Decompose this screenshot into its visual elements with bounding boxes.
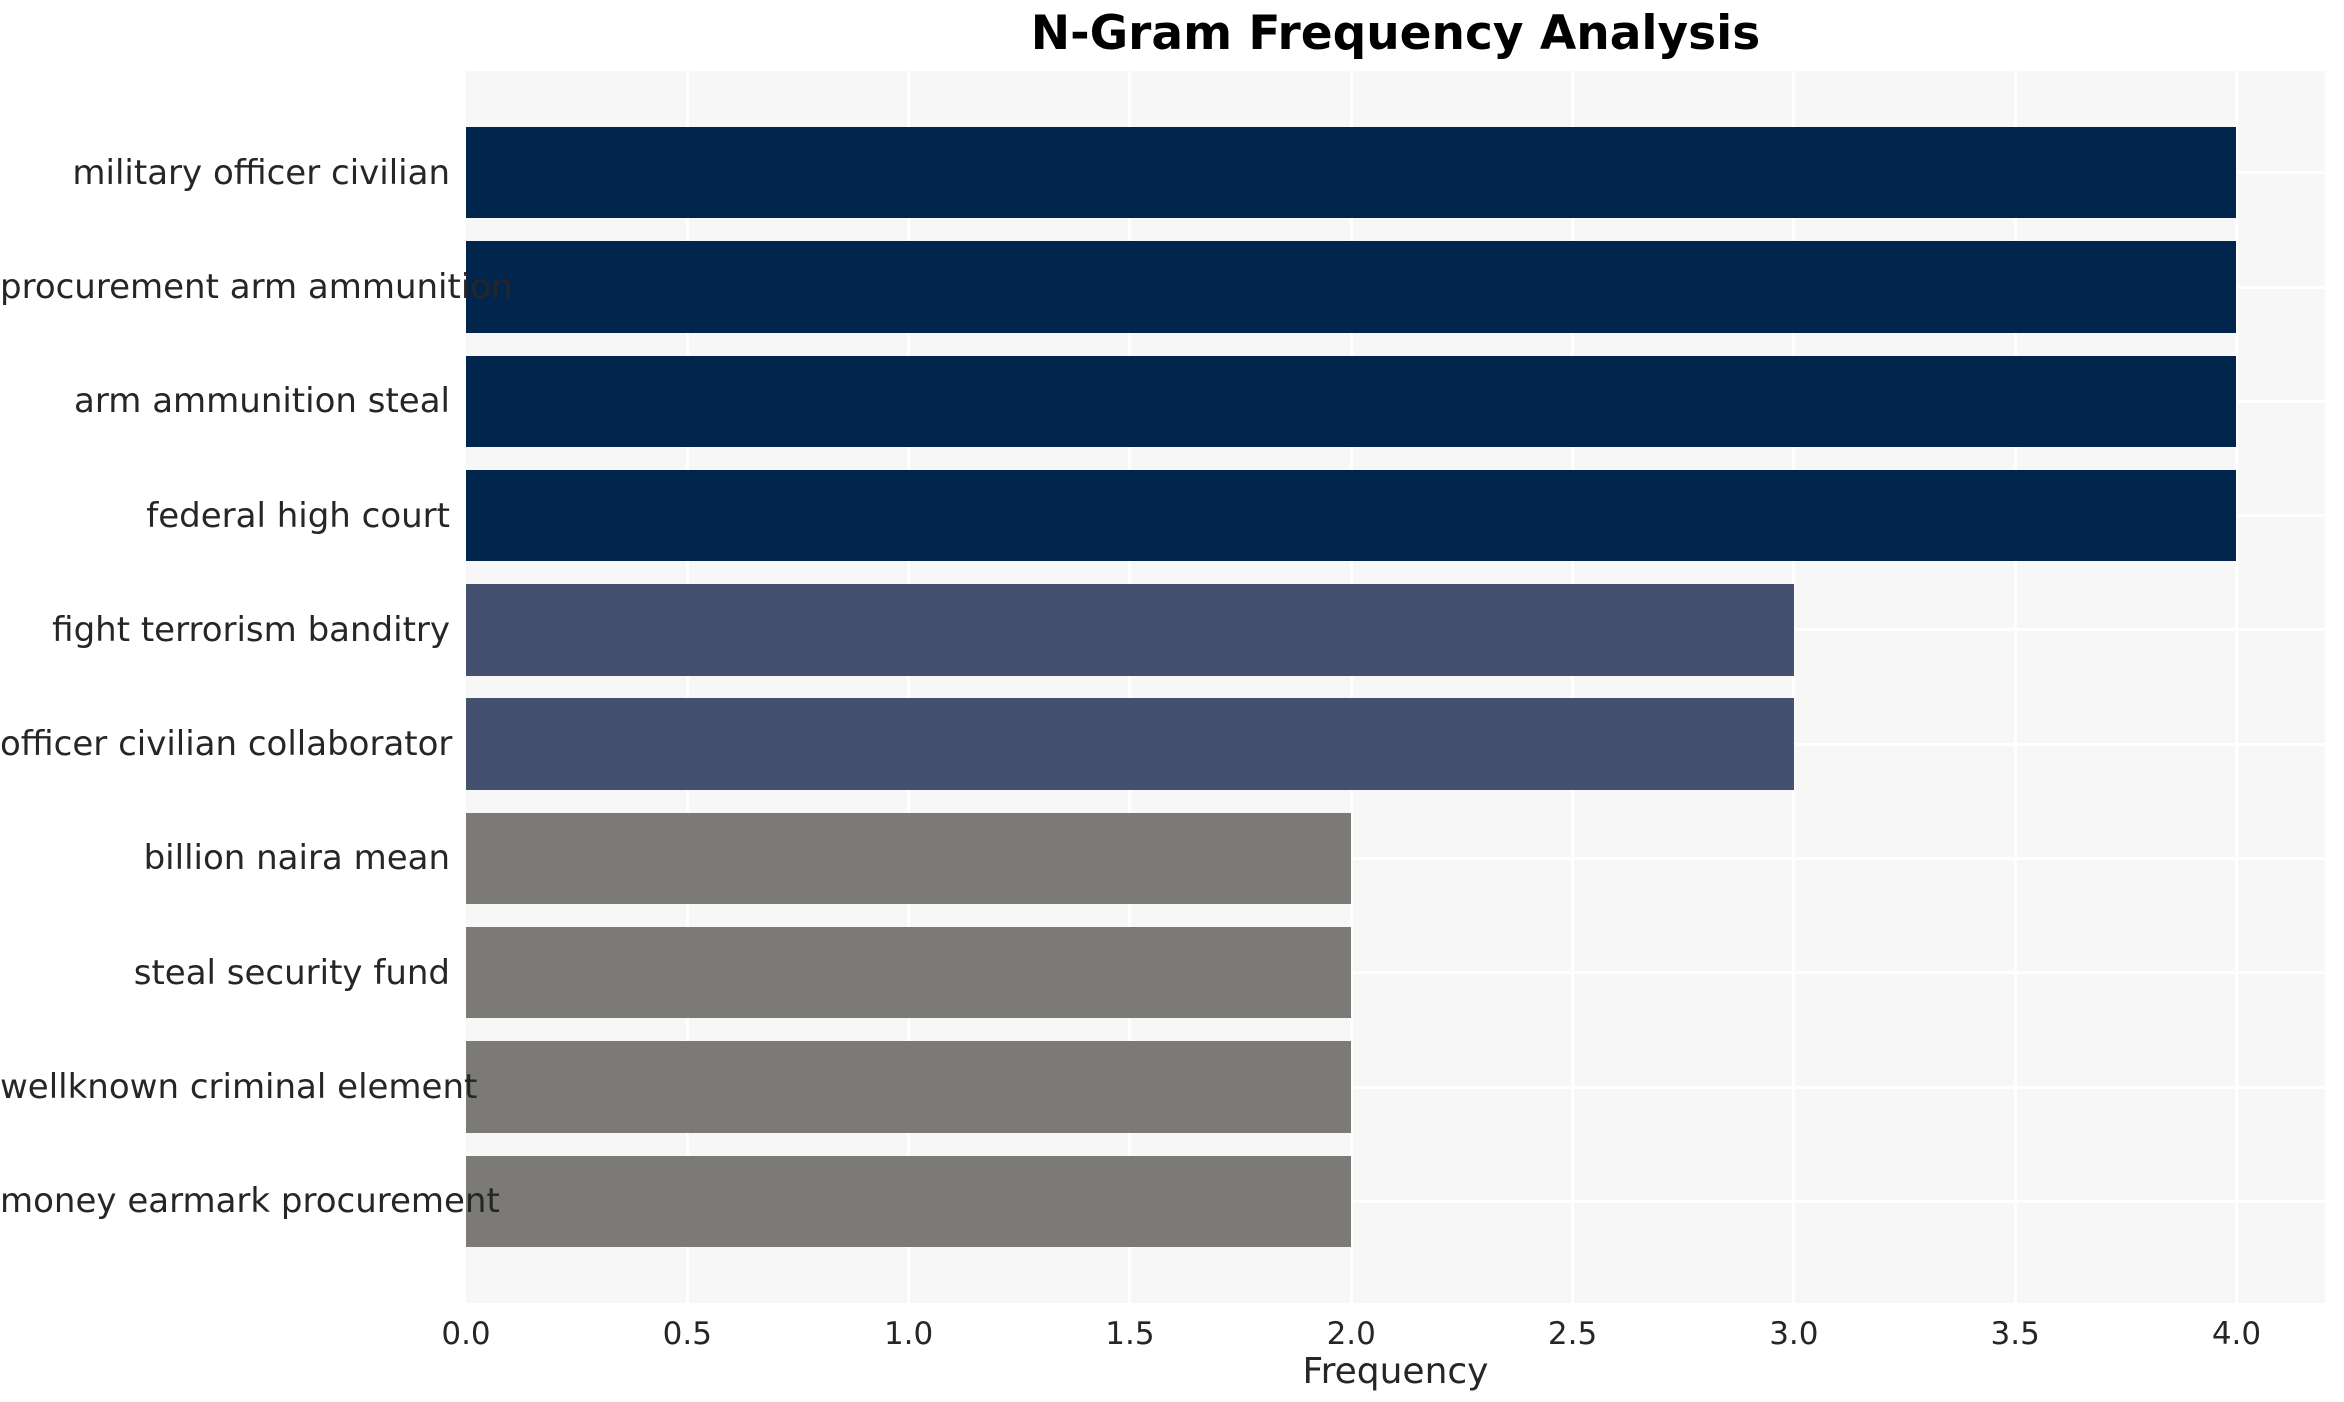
y-tick-label: arm ammunition steal bbox=[74, 381, 450, 422]
x-tick-label: 3.0 bbox=[1769, 1316, 1819, 1352]
bar-billion-naira-mean bbox=[466, 812, 1352, 905]
gridline-horizontal bbox=[466, 1199, 2325, 1203]
x-tick-label: 0.5 bbox=[662, 1316, 712, 1352]
bar-steal-security-fund bbox=[466, 927, 1352, 1019]
y-tick-label: fight terrorism banditry bbox=[52, 609, 450, 650]
x-tick-label: 2.0 bbox=[1326, 1316, 1376, 1352]
bar-military-officer-civilian bbox=[466, 127, 2237, 219]
x-tick-label: 1.0 bbox=[883, 1316, 934, 1352]
y-tick-label: money earmark procurement bbox=[0, 1181, 500, 1222]
gridline-vertical bbox=[1128, 71, 1132, 1303]
x-tick-label: 4.0 bbox=[2211, 1316, 2262, 1352]
y-tick-label: wellknown criminal element bbox=[0, 1067, 478, 1107]
bar-wellknown-criminal-element bbox=[466, 1041, 1352, 1133]
y-tick-label: billion naira mean bbox=[143, 838, 450, 879]
gridline-vertical bbox=[907, 71, 911, 1303]
gridline-vertical bbox=[1792, 71, 1796, 1303]
gridline-horizontal bbox=[466, 1085, 2325, 1089]
gridline-vertical bbox=[1571, 71, 1575, 1303]
x-tick-label: 2.5 bbox=[1547, 1316, 1598, 1352]
bar-officer-civilian-collaborator bbox=[466, 698, 1794, 790]
y-tick-label: federal high court bbox=[146, 495, 450, 536]
gridline-vertical bbox=[2013, 71, 2017, 1303]
x-tick-label: 0.0 bbox=[441, 1316, 491, 1352]
bar-money-earmark-procurement bbox=[466, 1155, 1352, 1247]
bar-fight-terrorism-banditry bbox=[466, 584, 1794, 676]
y-tick-label: military officer civilian bbox=[72, 152, 450, 193]
gridline-horizontal bbox=[466, 856, 2325, 860]
gridline-vertical bbox=[2234, 71, 2238, 1303]
gridline-vertical bbox=[685, 71, 689, 1303]
bar-arm-ammunition-steal bbox=[466, 355, 2237, 447]
y-tick-label: steal security fund bbox=[133, 952, 450, 993]
x-axis-label: Frequency bbox=[1302, 1351, 1489, 1392]
x-tick-label: 3.5 bbox=[1990, 1316, 2040, 1352]
y-tick-label: officer civilian collaborator bbox=[0, 724, 453, 765]
gridline-vertical bbox=[1349, 71, 1353, 1303]
y-tick-label: procurement arm ammunition bbox=[0, 267, 513, 307]
gridline-horizontal bbox=[466, 971, 2325, 975]
x-tick-label: 1.5 bbox=[1105, 1316, 1155, 1352]
plot-area bbox=[466, 71, 2325, 1303]
chart-title: N-Gram Frequency Analysis bbox=[1030, 6, 1761, 61]
bar-federal-high-court bbox=[466, 469, 2237, 562]
bar-procurement-arm-ammunition bbox=[466, 241, 2237, 333]
